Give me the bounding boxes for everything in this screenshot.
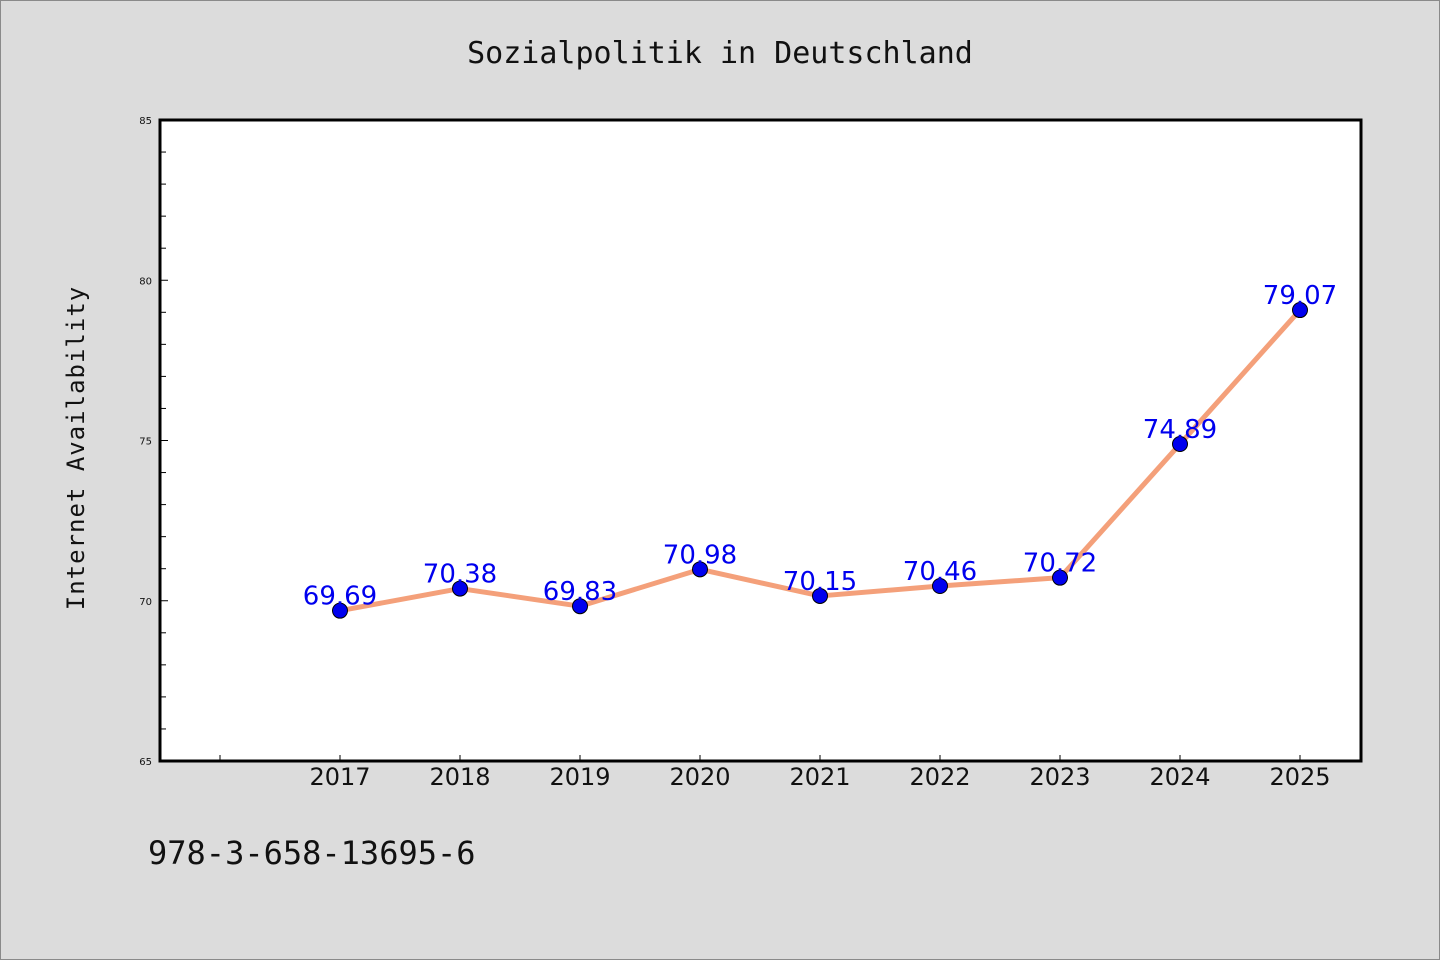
series-group: 69.69 70.38 69.83 70.98 70.15 70.46 70.72 74.89…: [303, 281, 1337, 619]
x-tick-label: 2023: [1029, 763, 1090, 791]
data-point: [332, 602, 348, 619]
data-label: 69.83: [543, 577, 617, 607]
y-tick-label: 65: [139, 757, 152, 768]
y-tick-label: 80: [139, 276, 152, 287]
y-tick-label: 70: [139, 597, 152, 608]
data-label: 70.15: [783, 567, 857, 597]
data-point: [572, 598, 588, 615]
data-point: [932, 578, 948, 595]
x-tick-label: 2024: [1149, 763, 1210, 791]
data-label: 79.07: [1263, 281, 1337, 311]
x-tick-label: 2018: [429, 763, 490, 791]
x-tick-label: 2019: [549, 763, 610, 791]
x-tick-label: 2022: [909, 763, 970, 791]
chart-title: Sozialpolitik in Deutschland: [467, 36, 973, 71]
data-label: 74.89: [1143, 415, 1217, 445]
data-label: 69.69: [303, 582, 377, 612]
y-axis: 65 70 75 80 85: [139, 116, 168, 768]
data-point: [812, 587, 828, 604]
data-label: 70.46: [903, 557, 977, 587]
y-axis-label: Internet Availability: [62, 286, 90, 610]
x-tick-label: 2020: [669, 763, 730, 791]
data-label: 70.38: [423, 560, 497, 590]
x-tick-label: 2025: [1269, 763, 1330, 791]
plot-area: [158, 118, 1363, 763]
x-axis: 2017 2018 2019 2020 2021 2022 2023 2024 2025: [219, 755, 1331, 791]
data-point: [1052, 569, 1068, 586]
isbn-footer: 978-3-658-13695-6: [148, 834, 476, 872]
y-tick-label: 85: [139, 116, 152, 127]
y-tick-label: 75: [139, 437, 152, 448]
x-tick-label: 2021: [789, 763, 850, 791]
data-point: [452, 580, 468, 597]
data-point: [1292, 302, 1308, 319]
data-point: [1172, 436, 1188, 453]
data-point: [692, 561, 708, 578]
data-label: 70.98: [663, 540, 737, 570]
x-tick-label: 2017: [309, 763, 370, 791]
data-label: 70.72: [1023, 549, 1097, 579]
